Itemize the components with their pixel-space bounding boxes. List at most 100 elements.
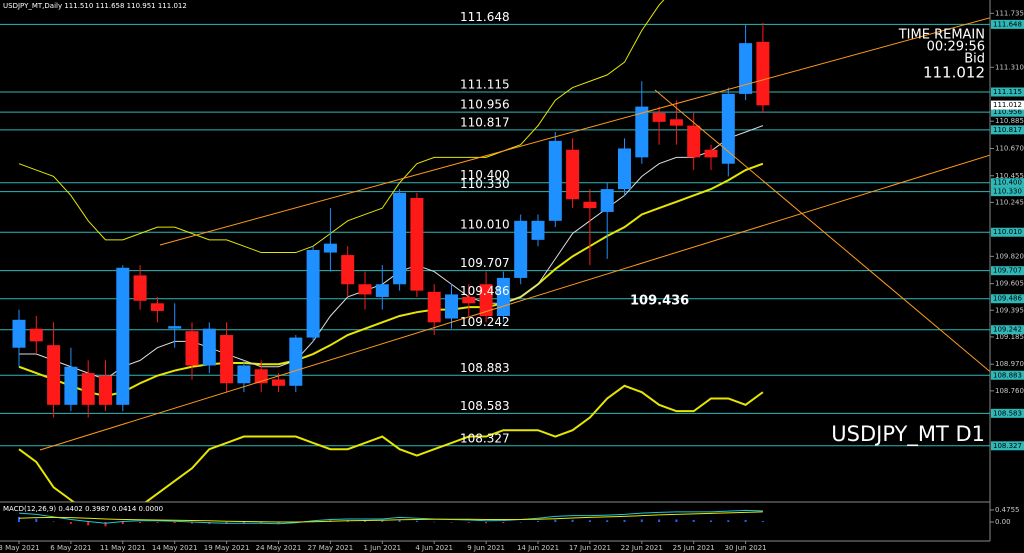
candle-body (202, 328, 216, 366)
candle-body (220, 335, 234, 384)
y-tick-label: 110.885 (995, 117, 1024, 125)
candle-body (393, 192, 407, 285)
level-tag (991, 187, 1024, 197)
level-label: 109.242 (460, 315, 510, 329)
candle-body (583, 201, 597, 209)
level-tag (991, 107, 1024, 117)
macd-bar (433, 521, 436, 523)
macd-bar (398, 519, 401, 522)
x-tick-label: 24 May 2021 (256, 544, 302, 552)
candle-body (756, 41, 770, 106)
candle-body (81, 373, 95, 405)
level-label: 108.583 (460, 399, 510, 413)
y-tick-label: 109.605 (995, 280, 1024, 288)
symbol-label: USDJPY_MT D1 (831, 422, 985, 447)
x-tick-label: 14 May 2021 (152, 544, 198, 552)
candle-body (29, 328, 43, 342)
y-tick-label: 110.245 (995, 198, 1024, 206)
macd-line (18, 509, 763, 525)
macd-bar (658, 519, 661, 522)
indicator-line (18, 162, 764, 397)
level-label: 110.400 (460, 168, 510, 182)
candle-body (669, 119, 683, 126)
level-tag (991, 408, 1024, 418)
candle-body (254, 369, 268, 384)
level-tag (991, 87, 1024, 97)
level-label: 110.010 (460, 218, 510, 232)
candle-body (133, 275, 147, 301)
macd-bar (485, 521, 488, 524)
x-tick-label: 22 Jun 2021 (621, 544, 663, 552)
bid-tag (991, 100, 1024, 110)
macd-bar (87, 521, 90, 526)
level-tag-label: 109.707 (993, 267, 1022, 275)
bid-tag-label: 111.012 (993, 101, 1022, 109)
candle-body (64, 366, 78, 405)
timer-time: 00:29:56 (927, 40, 985, 55)
timer-title: TIME REMAIN (898, 28, 985, 43)
candle-body (116, 267, 130, 405)
y-tick-label: 109.395 (995, 306, 1024, 314)
main-plot (0, 0, 990, 502)
macd-bar (502, 521, 505, 524)
macd-bar (139, 521, 142, 524)
indicator-line (18, 0, 665, 254)
candle-body (618, 148, 631, 190)
bid-label: Bid (964, 52, 985, 67)
candle-body (479, 284, 493, 316)
macd-bar (519, 521, 522, 523)
candle-body (496, 277, 510, 316)
candle-body (721, 93, 735, 164)
x-tick-label: 6 May 2021 (50, 544, 91, 552)
trendline (39, 154, 990, 451)
macd-bar (364, 520, 366, 522)
level-label: 109.707 (460, 256, 510, 270)
y-tick-label: 111.310 (995, 63, 1024, 71)
x-tick-label: 14 Jun 2021 (517, 544, 559, 552)
candle-body (739, 43, 753, 94)
level-label: 111.648 (460, 10, 510, 24)
candle-body (168, 326, 182, 329)
level-tag-label: 109.486 (993, 295, 1022, 303)
macd-bar (744, 519, 747, 522)
indicator-line (19, 125, 764, 381)
x-tick-label: 17 Jun 2021 (569, 544, 611, 552)
candle-body (548, 140, 562, 221)
macd-bar (450, 521, 453, 523)
level-tag-label: 110.817 (993, 126, 1022, 134)
candle-body (566, 149, 580, 200)
level-label: 110.330 (460, 177, 510, 191)
y-tick-label: 108.760 (995, 387, 1024, 395)
candle-body (410, 197, 424, 291)
x-tick-label: 25 Jun 2021 (673, 544, 715, 552)
candle-body (704, 149, 718, 158)
candle-body (289, 337, 303, 386)
level-tag-label: 110.956 (993, 108, 1022, 116)
level-tag (991, 325, 1024, 335)
candle-body (341, 255, 355, 285)
x-tick-label: 27 May 2021 (308, 544, 354, 552)
y-tick-label: 110.670 (995, 144, 1024, 152)
candle-body (323, 243, 337, 253)
candle-body (445, 294, 458, 319)
level-tag-label: 110.330 (993, 188, 1022, 196)
y-tick-label: 0.4755 (995, 506, 1020, 514)
candle-body (652, 112, 666, 122)
trendline (159, 17, 990, 246)
candle-body (306, 250, 320, 338)
x-tick-label: 9 Jun 2021 (467, 544, 505, 552)
level-label: 108.883 (460, 361, 510, 375)
y-tick-label: 0.00 (995, 518, 1011, 526)
macd-bar (640, 519, 643, 522)
level-tag-label: 111.115 (993, 88, 1022, 96)
level-tag (991, 227, 1024, 237)
candle-body (185, 331, 199, 366)
macd-bar (69, 521, 72, 524)
candle-body (375, 284, 389, 297)
level-tag (991, 125, 1024, 135)
y-tick-label: 109.185 (995, 333, 1024, 341)
level-label: 108.327 (460, 431, 510, 445)
candle-body (47, 345, 61, 405)
level-tag (991, 19, 1024, 29)
